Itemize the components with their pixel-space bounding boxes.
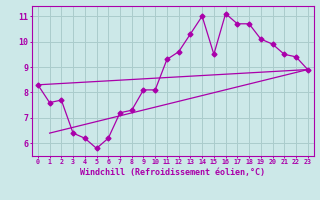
- X-axis label: Windchill (Refroidissement éolien,°C): Windchill (Refroidissement éolien,°C): [80, 168, 265, 177]
